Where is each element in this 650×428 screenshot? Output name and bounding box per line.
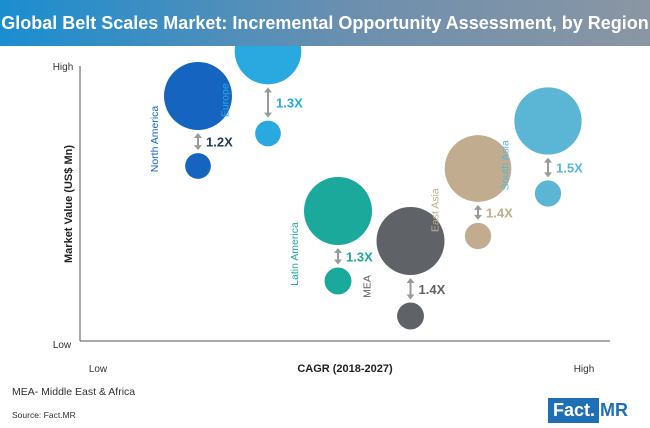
footnote: MEA- Middle East & Africa — [12, 386, 136, 398]
north-america-label: North America — [149, 106, 161, 173]
y-tick-low: Low — [53, 340, 72, 351]
x-axis-label: CAGR (2018-2027) — [297, 363, 393, 375]
north-america-arrow-head-down — [194, 145, 202, 151]
factmr-logo: Fact. MR — [548, 397, 648, 423]
south-asia-label: South Asia — [499, 140, 511, 190]
east-asia-bubble-2018 — [464, 222, 492, 250]
europe-bubble-2027 — [234, 46, 302, 85]
europe-label: Europe — [220, 83, 232, 117]
south-asia-arrow-head-up — [544, 157, 552, 163]
latin-america-bubble-2027 — [304, 177, 372, 245]
chart-title: Global Belt Scales Market: Incremental O… — [0, 0, 650, 46]
europe-bubble-2018 — [255, 120, 281, 147]
north-america-multiplier: 1.2X — [206, 135, 233, 150]
latin-america-arrow-head-down — [334, 259, 342, 265]
south-asia-arrow-head-down — [544, 172, 552, 178]
north-america-bubble-2018 — [185, 153, 211, 179]
mea-bubble-2018 — [397, 302, 424, 330]
x-tick-high: High — [574, 364, 595, 375]
latin-america-multiplier: 1.3X — [346, 249, 373, 264]
east-asia-label: East Asia — [430, 188, 442, 232]
europe-multiplier: 1.3X — [276, 95, 303, 110]
south-asia-multiplier: 1.5X — [556, 161, 583, 176]
bubble-chart: High Low Low High CAGR (2018-2027) Market Val… — [53, 46, 610, 375]
latin-america-arrow-head-up — [334, 248, 342, 253]
south-asia-bubble-2027 — [514, 87, 582, 155]
east-asia-multiplier: 1.4X — [486, 205, 513, 220]
south-asia-bubble-2018 — [534, 180, 562, 207]
mea-bubble-2027 — [376, 207, 445, 275]
latin-america-bubble-2018 — [324, 267, 352, 295]
mea-label: MEA — [362, 275, 374, 298]
north-america-bubble-2027 — [164, 62, 232, 130]
x-tick-low: Low — [89, 364, 108, 375]
north-america-arrow-head-up — [194, 133, 202, 138]
source-note: Source: Fact.MR — [12, 410, 76, 420]
europe-arrow-head-down — [264, 112, 272, 118]
latin-america-label: Latin America — [289, 222, 301, 286]
logo-part-2: MR — [600, 400, 629, 420]
europe-arrow-head-up — [264, 87, 272, 93]
logo-part-1: Fact. — [548, 397, 600, 423]
mea-arrow-head-up — [406, 278, 415, 283]
y-tick-high: High — [53, 62, 74, 73]
y-axis-label: Market Value (US$ Mn) — [63, 145, 75, 263]
east-asia-arrow-head-down — [474, 214, 482, 220]
east-asia-arrow-head-up — [474, 204, 482, 210]
mea-multiplier: 1.4X — [419, 282, 446, 297]
mea-arrow-head-down — [406, 294, 415, 300]
east-asia-bubble-2027 — [444, 135, 512, 202]
